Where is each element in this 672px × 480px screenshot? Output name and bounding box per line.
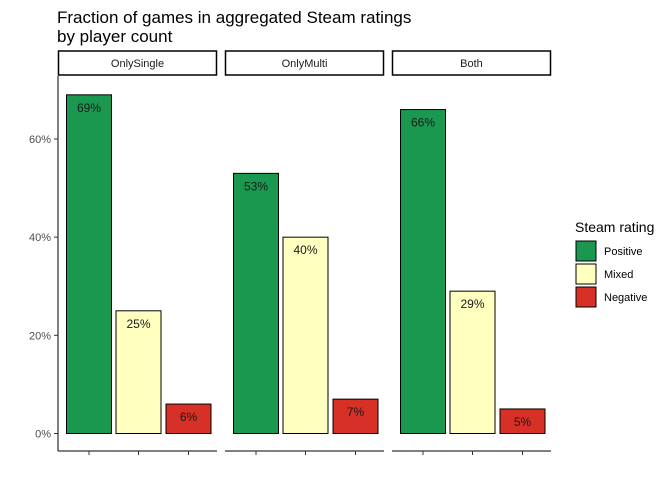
facet-panels: OnlySingle 69% 25% 6% OnlyMulti 53% 40% 7% Both 6… [57, 50, 552, 455]
facet-strip-label: OnlySingle [111, 58, 164, 70]
bar-label: 5% [514, 415, 532, 429]
chart-subtitle: by player count [57, 27, 173, 46]
legend-label: Positive [604, 246, 643, 258]
facet-strip [57, 50, 218, 76]
bar-label: 53% [244, 179, 268, 193]
bar-label: 40% [293, 243, 317, 257]
bar-mixed [115, 310, 162, 434]
legend-label: Mixed [604, 269, 633, 281]
y-axis: 0% 20% 40% 60% [29, 76, 59, 451]
y-tick-label: 0% [35, 429, 51, 441]
chart-title: Fraction of games in aggregated Steam ra… [57, 8, 411, 27]
bar-negative [332, 398, 379, 434]
bar-negative [165, 403, 212, 434]
y-tick-label: 20% [29, 330, 51, 342]
facet-strip [391, 50, 552, 76]
facet-strip-label: Both [460, 58, 483, 70]
bar-positive [233, 172, 279, 434]
bar-negative [499, 408, 546, 435]
legend-key-positive [575, 240, 597, 262]
facet-strip [224, 50, 385, 76]
bar-positive [66, 94, 112, 434]
y-tick-label: 40% [29, 232, 51, 244]
bar-label: 6% [180, 410, 198, 424]
legend-title: Steam rating [575, 219, 654, 235]
bar-positive [400, 109, 446, 435]
facet-panel-onlysingle: OnlySingle 69% 25% 6% [57, 50, 218, 455]
legend-label: Negative [604, 292, 647, 304]
facet-panel-onlymulti: OnlyMulti 53% 40% 7% [224, 50, 385, 455]
legend: Steam rating Positive Mixed Negative [575, 219, 654, 308]
bar-label: 25% [126, 317, 150, 331]
legend-key-mixed [575, 263, 597, 285]
bar-label: 69% [77, 101, 101, 115]
legend-key-negative [575, 286, 597, 308]
facet-panel-both: Both 66% 29% 5% [391, 50, 552, 455]
y-tick-label: 60% [29, 134, 51, 146]
bar-mixed [282, 236, 329, 434]
bar-label: 66% [411, 116, 435, 130]
facet-strip-label: OnlyMulti [282, 58, 328, 70]
bar-label: 7% [347, 405, 365, 419]
bar-label: 29% [460, 297, 484, 311]
bar-mixed [449, 290, 496, 434]
